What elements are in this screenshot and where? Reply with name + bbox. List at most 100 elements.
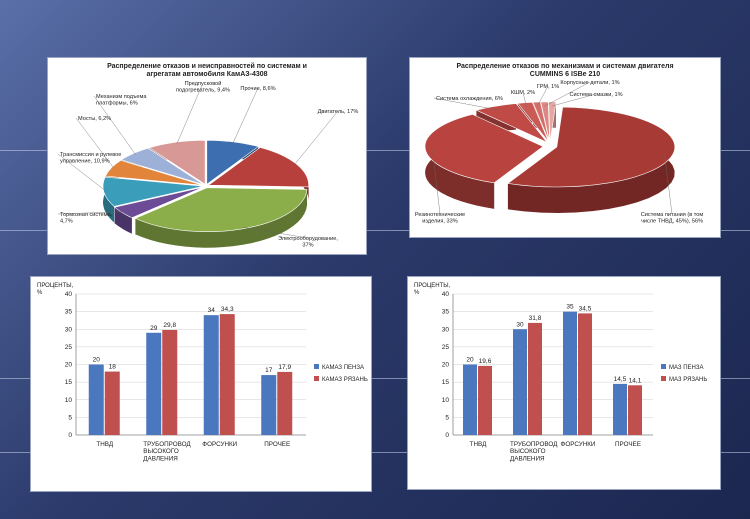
pie-slice [540,101,550,142]
pie-slice [105,160,204,186]
chart-panel-bar-maz: ПРОЦЕНТЫ,% 0 5 10 15 20 25 30 35 40 20 19,6 ТНВД 30 31… [407,276,721,490]
pie-leader-line [537,85,549,107]
legend-label: КАМАЗ ПЕНЗА [322,365,364,371]
x-tick-label: ТНВД [96,441,113,448]
bar-value-label: 34 [208,307,216,314]
bar [528,322,542,435]
pie-slice [507,106,676,188]
pie-slice-label: Система охлаждения, 6% [436,96,503,102]
pie-slice-label: Прочие, 8,6% [240,86,275,92]
x-tick-label: ТРУБОПРОВОД ВЫСОКОГО ДАВЛЕНИЯ [143,441,191,462]
pie-slice [424,114,544,184]
pie-slice-label: Система питания (в том числе ТНВД, 45%), … [641,212,704,224]
legend-swatch [314,376,319,381]
y-tick-label: 35 [442,309,450,316]
pie-leader-line [75,117,115,169]
pie-slice-label: Корпусные детали, 1% [560,80,619,86]
legend-label: МАЗ РЯЗАНЬ [669,377,707,383]
pie-slice-label: Электрооборудование, 37% [278,236,338,248]
bar [613,383,627,435]
bar [277,371,293,435]
pie-leader-line [57,153,107,192]
pie-slice [148,139,206,185]
pie-slice-label: Предпусковой подогреватель, 9,4% [176,80,230,93]
bar-value-label: 29,8 [163,322,176,329]
bar-chart-maz: ПРОЦЕНТЫ, % 0 5 10 15 20 25 30 35 40 20 19,6 ТНВД 30 31… [414,283,707,462]
pie-slice [102,176,204,207]
bar [513,329,527,435]
y-tick-label: 30 [442,326,450,333]
bar [628,385,642,435]
x-tick-label: ПРОЧЕЕ [615,441,641,448]
pie-slice-label: ГРМ, 1% [537,84,560,90]
bar-value-label: 14,1 [629,377,642,384]
pie-leader-line [176,82,204,144]
chart-title: Распределение отказов по механизмам и си… [456,63,673,78]
pie-slice [517,101,549,143]
pie-leader-line [93,95,136,155]
y-tick-label: 0 [68,432,72,439]
pie-leader-line [241,226,309,239]
bar [578,313,592,435]
pie-slice [475,103,548,143]
y-axis-label: ПРОЦЕНТЫ,% [414,283,451,296]
pie-slice-label: Механизм подъема платформы, 6% [96,94,147,106]
pie-leader-line [433,97,499,111]
bar [146,332,162,435]
x-tick-label: ФОРСУНКИ [561,441,596,448]
y-tick-label: 30 [65,326,73,333]
bar-value-label: 19,6 [479,358,492,365]
pie-slice-label: Двигатель, 17% [318,109,359,115]
pie-slice [207,147,309,188]
y-tick-label: 35 [65,309,73,316]
pie-slice-side [103,177,115,223]
bar-value-label: 29 [150,325,158,332]
pie-leader-line [57,211,125,215]
background-line [0,230,750,231]
bar [563,311,577,435]
y-tick-label: 10 [442,397,450,404]
background-line [0,378,750,379]
pie-slice-label: КШМ, 2% [511,90,535,96]
pie-chart-kamaz: Распределение отказов и неисправностей п… [57,62,359,248]
chart-panel-pie-cummins: Распределение отказов по механизмам и си… [409,57,721,238]
bar [219,314,235,435]
pie-slice [120,147,205,186]
x-tick-label: ТНВД [470,441,487,448]
y-tick-label: 40 [65,291,73,298]
y-tick-label: 5 [445,414,449,421]
x-tick-label: ПРОЧЕЕ [264,441,290,448]
pie-slice-side [135,189,307,248]
bar-value-label: 18 [109,364,117,371]
y-tick-label: 15 [442,379,450,386]
bar-value-label: 34,5 [579,305,592,312]
y-tick-label: 15 [65,379,73,386]
x-tick-label: ФОРСУНКИ [202,441,237,448]
pie-leader-line [522,91,527,107]
bar [463,364,477,435]
y-tick-label: 20 [65,362,73,369]
legend-swatch [661,364,666,369]
y-tick-label: 10 [65,397,73,404]
legend-swatch [314,364,319,369]
pie-leader-line [552,93,597,107]
bar [261,375,277,435]
bar-value-label: 17 [265,367,273,374]
bar [203,315,219,435]
x-tick-label: ТРУБОПРОВОД ВЫСОКОГО ДАВЛЕНИЯ [510,441,558,462]
y-tick-label: 25 [65,344,73,351]
bar-value-label: 20 [93,357,101,364]
pie-leader-line [664,155,673,215]
pie-slice-label: Резинотехнические изделия, 33% [415,212,465,224]
bar-value-label: 31,8 [529,315,542,322]
pie-chart-cummins: Распределение отказов по механизмам и си… [415,63,704,224]
pie-slice-label: Система смазки, 1% [569,92,622,98]
y-tick-label: 40 [442,291,450,298]
pie-leader-line [232,87,259,144]
chart-panel-bar-kamaz: ПРОЦЕНТЫ,% 0 5 10 15 20 25 30 35 40 20 18 ТНВД 29 29,8… [30,276,372,492]
y-tick-label: 5 [68,414,72,421]
pie-leader-line [544,81,591,107]
pie-slice [114,186,204,219]
y-tick-label: 20 [442,362,450,369]
chart-title: Распределение отказов и неисправностей п… [107,62,307,78]
